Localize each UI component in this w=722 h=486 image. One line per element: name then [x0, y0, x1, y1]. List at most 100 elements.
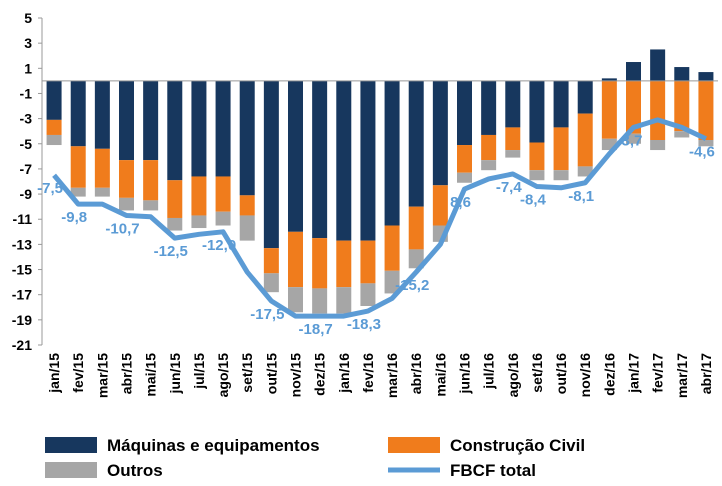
- bar-segment: [94, 187, 110, 197]
- x-tick-label: out/15: [263, 353, 279, 394]
- bar-segment: [360, 80, 376, 241]
- x-tick-label: jun/15: [167, 353, 183, 395]
- data-label: 8,6: [450, 194, 471, 211]
- bar-segment: [481, 160, 497, 171]
- x-tick-label: abr/16: [408, 353, 424, 394]
- bar-segment: [529, 170, 545, 181]
- bar-segment: [626, 133, 641, 144]
- data-label: -15,2: [395, 277, 429, 294]
- bar-segment: [577, 113, 593, 167]
- y-tick-label: 5: [24, 10, 32, 26]
- data-label: -3,7: [617, 132, 643, 149]
- x-tick-label: jan/16: [336, 353, 352, 394]
- x-tick-label: jul/15: [191, 353, 207, 390]
- bar-segment: [70, 80, 86, 147]
- bar-segment: [336, 287, 352, 314]
- x-tick-label: out/16: [553, 353, 569, 394]
- bar-segment: [239, 80, 255, 196]
- x-tick-label: dez/16: [601, 353, 617, 396]
- bar-segment: [215, 80, 231, 177]
- x-tick-label: jun/16: [457, 353, 473, 395]
- legend-label: Máquinas e equipamentos: [107, 436, 320, 455]
- x-tick-label: jan/15: [46, 353, 62, 394]
- bar-segment: [698, 80, 714, 140]
- x-tick-label: set/16: [529, 353, 545, 393]
- bar-segment: [650, 80, 666, 140]
- bar-segment: [360, 240, 376, 284]
- legend-label: Outros: [107, 461, 163, 480]
- data-label: -8,4: [520, 192, 547, 209]
- bar-segment: [167, 80, 183, 181]
- x-tick-label: fev/16: [360, 353, 376, 393]
- data-label: -17,5: [250, 306, 284, 323]
- bar-segment: [384, 80, 400, 226]
- x-tick-label: jul/16: [481, 353, 497, 390]
- bar-segment: [553, 127, 569, 171]
- bar-segment: [336, 80, 352, 241]
- bar-segment: [505, 80, 521, 128]
- bar-segment: [384, 225, 400, 271]
- x-tick-label: nov/15: [288, 353, 304, 398]
- bar-segment: [191, 80, 207, 177]
- bar-segment: [215, 211, 231, 226]
- y-tick-label: -11: [13, 211, 33, 227]
- data-label: -9,8: [61, 209, 87, 226]
- bar-segment: [626, 80, 641, 134]
- bar-segment: [481, 80, 497, 135]
- bar-segment: [288, 80, 303, 232]
- bar-segment: [263, 80, 279, 249]
- bar-segment: [553, 170, 569, 181]
- bar-segment: [312, 80, 328, 239]
- bar-segment: [191, 176, 207, 216]
- bar-segment: [457, 145, 472, 173]
- bar-segment: [288, 287, 303, 313]
- bar-segment: [312, 288, 328, 314]
- bar-segment: [143, 160, 159, 201]
- bar-segment: [408, 80, 424, 207]
- legend-label: Construção Civil: [450, 436, 585, 455]
- bar-segment: [119, 160, 134, 198]
- bar-segment: [577, 80, 593, 114]
- bar-segment: [481, 134, 497, 161]
- data-label: -8,1: [568, 188, 594, 205]
- bar-segment: [263, 248, 279, 274]
- bar-segment: [336, 240, 352, 288]
- bar-segment: [288, 231, 303, 288]
- bar-segment: [143, 80, 159, 161]
- bar-segment: [119, 80, 134, 161]
- bar-segment: [384, 270, 400, 294]
- bar-segment: [698, 139, 714, 147]
- bar-segment: [626, 62, 641, 81]
- y-tick-label: -3: [20, 111, 33, 127]
- bar-segment: [70, 187, 86, 197]
- y-tick-label: -1: [20, 85, 33, 101]
- bar-segment: [650, 139, 666, 151]
- x-tick-label: set/15: [239, 353, 255, 393]
- y-tick-label: -17: [12, 287, 32, 303]
- bar-segment: [408, 249, 424, 269]
- bar-segment: [432, 185, 448, 226]
- x-tick-label: mar/15: [94, 353, 110, 398]
- y-tick-label: -21: [12, 337, 32, 353]
- bar-segment: [167, 217, 183, 231]
- x-tick-label: jan/17: [626, 353, 642, 394]
- x-tick-label: dez/15: [312, 353, 328, 396]
- bar-segment: [215, 176, 231, 212]
- data-label: -18,7: [299, 321, 333, 338]
- x-tick-label: fev/15: [70, 353, 86, 393]
- x-tick-label: abr/17: [698, 353, 714, 394]
- data-label: -4,6: [689, 144, 715, 161]
- bar-segment: [312, 238, 328, 289]
- y-tick-label: 1: [24, 60, 32, 76]
- bar-segment: [457, 80, 472, 146]
- bar-segment: [553, 80, 569, 128]
- x-tick-label: mai/15: [143, 353, 159, 397]
- line: [52, 117, 707, 319]
- bar-segment: [601, 138, 617, 151]
- bar-segment: [529, 80, 545, 143]
- bar-segment: [167, 180, 183, 218]
- legend-swatch: [45, 462, 97, 478]
- y-tick-label: -7: [20, 161, 33, 177]
- bar-segment: [505, 150, 521, 158]
- x-tick-label: mar/17: [674, 353, 690, 398]
